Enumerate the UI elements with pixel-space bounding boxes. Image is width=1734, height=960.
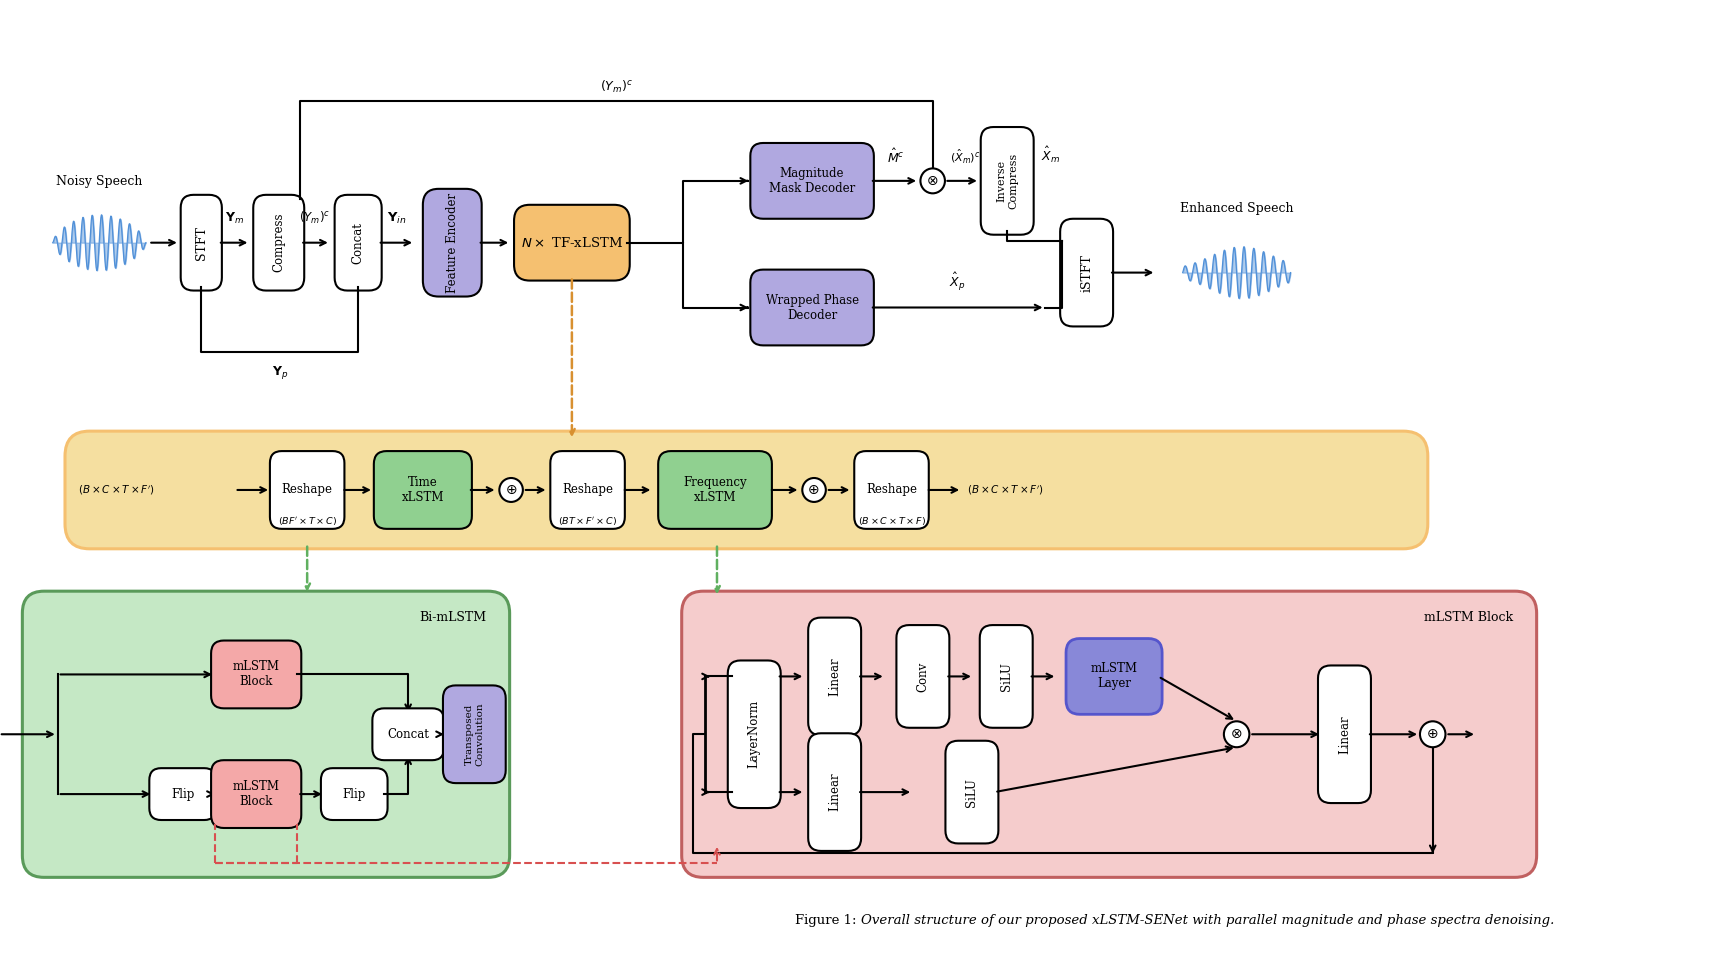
- FancyBboxPatch shape: [321, 768, 388, 820]
- Text: Compress: Compress: [272, 213, 284, 273]
- Circle shape: [1224, 721, 1250, 747]
- Text: $\mathbf{Y}_p$: $\mathbf{Y}_p$: [272, 365, 288, 381]
- Text: iSTFT: iSTFT: [1080, 253, 1092, 292]
- Text: Inverse
Compress: Inverse Compress: [997, 153, 1018, 209]
- Text: $(Y_m)^c$: $(Y_m)^c$: [600, 79, 633, 95]
- Text: Overall structure of our proposed xLSTM-SENet with parallel magnitude and phase : Overall structure of our proposed xLSTM-…: [862, 914, 1554, 927]
- Text: Linear: Linear: [829, 657, 841, 696]
- Text: LayerNorm: LayerNorm: [747, 700, 761, 768]
- Text: ⊕: ⊕: [1427, 728, 1439, 741]
- FancyBboxPatch shape: [751, 143, 874, 219]
- Text: Frequency
xLSTM: Frequency xLSTM: [683, 476, 747, 504]
- FancyBboxPatch shape: [855, 451, 929, 529]
- Text: SiLU: SiLU: [966, 778, 978, 806]
- FancyBboxPatch shape: [681, 591, 1536, 877]
- FancyBboxPatch shape: [945, 741, 999, 844]
- FancyBboxPatch shape: [373, 708, 444, 760]
- Text: Bi-mLSTM: Bi-mLSTM: [420, 612, 486, 624]
- Text: $\mathbf{Y}_m$: $\mathbf{Y}_m$: [225, 210, 244, 226]
- Text: $\hat{X}_p$: $\hat{X}_p$: [948, 271, 966, 293]
- Text: Figure 1:: Figure 1:: [796, 914, 862, 927]
- FancyBboxPatch shape: [981, 127, 1033, 234]
- FancyBboxPatch shape: [335, 195, 381, 291]
- FancyBboxPatch shape: [808, 617, 862, 735]
- FancyBboxPatch shape: [375, 451, 472, 529]
- Text: $(BF^{\prime} \times T \times C)$: $(BF^{\prime} \times T \times C)$: [277, 515, 336, 527]
- Text: mLSTM
Block: mLSTM Block: [232, 780, 279, 808]
- Circle shape: [1420, 721, 1446, 747]
- Text: Reshape: Reshape: [865, 484, 917, 496]
- Text: Noisy Speech: Noisy Speech: [55, 175, 142, 188]
- Text: Concat: Concat: [387, 728, 428, 741]
- Circle shape: [803, 478, 825, 502]
- Text: SiLU: SiLU: [1001, 662, 1013, 691]
- Text: Reshape: Reshape: [281, 484, 333, 496]
- FancyBboxPatch shape: [212, 760, 302, 828]
- Text: $(Y_m)^c$: $(Y_m)^c$: [300, 209, 331, 226]
- Text: mLSTM Block: mLSTM Block: [1424, 612, 1514, 624]
- FancyBboxPatch shape: [896, 625, 948, 728]
- FancyBboxPatch shape: [1318, 665, 1372, 804]
- FancyBboxPatch shape: [513, 204, 629, 280]
- FancyBboxPatch shape: [980, 625, 1033, 728]
- Text: $N\times$ TF-xLSTM: $N\times$ TF-xLSTM: [520, 236, 623, 250]
- FancyBboxPatch shape: [728, 660, 780, 808]
- FancyBboxPatch shape: [23, 591, 510, 877]
- FancyBboxPatch shape: [1066, 638, 1162, 714]
- Text: Conv: Conv: [916, 661, 929, 691]
- Text: Enhanced Speech: Enhanced Speech: [1179, 202, 1294, 215]
- Text: Reshape: Reshape: [562, 484, 614, 496]
- Text: Concat: Concat: [352, 222, 364, 264]
- FancyBboxPatch shape: [550, 451, 624, 529]
- Text: $\mathbf{Y}_{in}$: $\mathbf{Y}_{in}$: [387, 210, 406, 226]
- Text: Flip: Flip: [172, 787, 194, 801]
- Text: $(B \times C \times T \times F^{\prime})$: $(B \times C \times T \times F^{\prime})…: [968, 483, 1044, 496]
- FancyBboxPatch shape: [271, 451, 345, 529]
- Text: $(BT \times F^{\prime} \times C)$: $(BT \times F^{\prime} \times C)$: [558, 515, 617, 527]
- Text: $(\hat{X}_m)^c$: $(\hat{X}_m)^c$: [950, 147, 981, 165]
- FancyBboxPatch shape: [659, 451, 772, 529]
- Text: ⊕: ⊕: [808, 483, 820, 497]
- Text: ⊗: ⊗: [928, 174, 938, 188]
- FancyBboxPatch shape: [212, 640, 302, 708]
- Text: Time
xLSTM: Time xLSTM: [402, 476, 444, 504]
- Text: mLSTM
Layer: mLSTM Layer: [1091, 662, 1138, 690]
- Text: ⊕: ⊕: [505, 483, 517, 497]
- Text: STFT: STFT: [194, 226, 208, 259]
- Text: Wrapped Phase
Decoder: Wrapped Phase Decoder: [765, 294, 858, 322]
- Text: Feature Encoder: Feature Encoder: [446, 193, 460, 293]
- Text: $\hat{X}_m$: $\hat{X}_m$: [1040, 145, 1059, 165]
- Circle shape: [499, 478, 524, 502]
- FancyBboxPatch shape: [180, 195, 222, 291]
- Text: $(B \times C \times T \times F^{\prime})$: $(B \times C \times T \times F^{\prime})…: [78, 483, 154, 496]
- Circle shape: [921, 168, 945, 193]
- Text: $(B \times C \times T \times F)$: $(B \times C \times T \times F)$: [858, 515, 926, 527]
- Text: ⊗: ⊗: [1231, 728, 1243, 741]
- Text: Magnitude
Mask Decoder: Magnitude Mask Decoder: [768, 167, 855, 195]
- FancyBboxPatch shape: [64, 431, 1427, 549]
- Text: Flip: Flip: [343, 787, 366, 801]
- FancyBboxPatch shape: [442, 685, 506, 783]
- FancyBboxPatch shape: [423, 189, 482, 297]
- Text: Linear: Linear: [1339, 715, 1351, 754]
- FancyBboxPatch shape: [149, 768, 217, 820]
- FancyBboxPatch shape: [751, 270, 874, 346]
- FancyBboxPatch shape: [808, 733, 862, 851]
- Text: mLSTM
Block: mLSTM Block: [232, 660, 279, 688]
- Text: $\hat{M}^c$: $\hat{M}^c$: [886, 148, 903, 166]
- FancyBboxPatch shape: [253, 195, 303, 291]
- FancyBboxPatch shape: [1059, 219, 1113, 326]
- Text: Linear: Linear: [829, 773, 841, 811]
- Text: Transposed
Convolution: Transposed Convolution: [465, 703, 484, 766]
